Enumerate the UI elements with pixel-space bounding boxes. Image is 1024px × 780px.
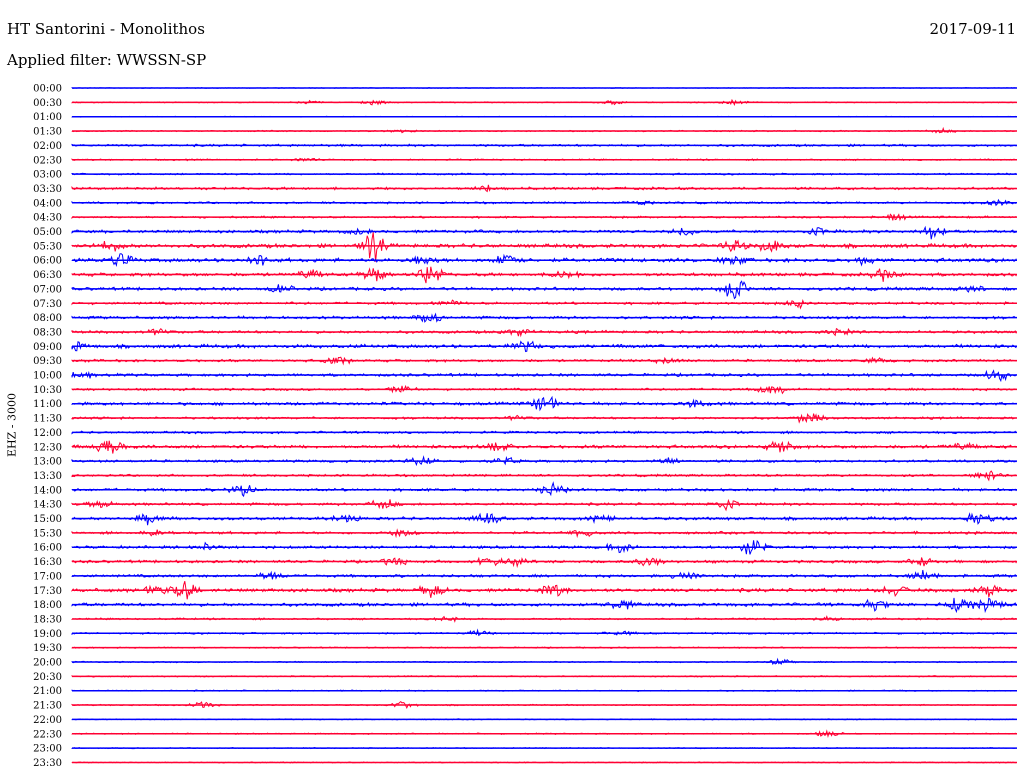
- time-tick-label: 20:00: [33, 658, 62, 669]
- time-tick-label: 08:00: [33, 313, 62, 324]
- time-tick-label: 10:00: [33, 371, 62, 382]
- time-tick-label: 22:00: [33, 715, 62, 726]
- time-tick-label: 03:00: [33, 170, 62, 181]
- time-tick-label: 23:30: [33, 758, 62, 769]
- time-tick-label: 18:00: [33, 600, 62, 611]
- time-tick-label: 08:30: [33, 327, 62, 338]
- seismogram-traces: [71, 87, 1017, 764]
- time-tick-label: 16:30: [33, 557, 62, 568]
- seismogram-trace: [71, 280, 1017, 300]
- time-tick-label: 15:00: [33, 514, 62, 525]
- time-tick-label: 13:00: [33, 457, 62, 468]
- time-tick-label: 00:00: [33, 84, 62, 95]
- time-tick-label: 22:30: [33, 729, 62, 740]
- time-tick-label: 03:30: [33, 184, 62, 195]
- seismogram-trace: [71, 298, 1017, 310]
- time-tick-label: 20:30: [33, 672, 62, 683]
- time-tick-labels: 00:00 00:30 01:00 01:30 02:00 02:30 03:00 03:30…: [33, 84, 62, 769]
- recording-date: 2017-09-11: [929, 20, 1016, 38]
- time-tick-label: 05:00: [33, 227, 62, 238]
- seismogram-trace: [71, 266, 1017, 284]
- time-tick-label: 19:30: [33, 643, 62, 654]
- time-tick-label: 17:30: [33, 586, 62, 597]
- time-tick-label: 07:30: [33, 299, 62, 310]
- time-tick-label: 06:00: [33, 256, 62, 267]
- time-tick-label: 10:30: [33, 385, 62, 396]
- time-tick-label: 02:30: [33, 155, 62, 166]
- time-tick-label: 01:30: [33, 127, 62, 138]
- time-tick-label: 17:00: [33, 571, 62, 582]
- time-tick-label: 23:00: [33, 744, 62, 755]
- time-tick-label: 16:00: [33, 543, 62, 554]
- time-tick-label: 05:30: [33, 241, 62, 252]
- time-tick-label: 01:00: [33, 112, 62, 123]
- time-tick-label: 14:30: [33, 500, 62, 511]
- time-tick-label: 21:00: [33, 686, 62, 697]
- seismogram-trace: [71, 569, 1017, 581]
- station-title: HT Santorini - Monolithos: [7, 20, 205, 38]
- time-tick-label: 13:30: [33, 471, 62, 482]
- time-tick-label: 14:00: [33, 485, 62, 496]
- time-tick-label: 02:00: [33, 141, 62, 152]
- time-tick-label: 07:00: [33, 284, 62, 295]
- time-tick-label: 12:00: [33, 428, 62, 439]
- time-tick-label: 04:30: [33, 213, 62, 224]
- time-tick-label: 12:30: [33, 442, 62, 453]
- time-tick-label: 09:00: [33, 342, 62, 353]
- time-tick-label: 04:00: [33, 198, 62, 209]
- time-tick-label: 11:00: [33, 399, 62, 410]
- time-tick-label: 18:30: [33, 614, 62, 625]
- filter-label: Applied filter: WWSSN-SP: [7, 51, 207, 69]
- seismogram-trace: [71, 225, 1017, 240]
- time-tick-label: 11:30: [33, 414, 62, 425]
- time-tick-label: 09:30: [33, 356, 62, 367]
- time-tick-label: 19:00: [33, 629, 62, 640]
- time-tick-label: 21:30: [33, 701, 62, 712]
- seismogram-trace: [71, 232, 1017, 262]
- time-tick-label: 00:30: [33, 98, 62, 109]
- time-tick-label: 15:30: [33, 528, 62, 539]
- time-tick-label: 06:30: [33, 270, 62, 281]
